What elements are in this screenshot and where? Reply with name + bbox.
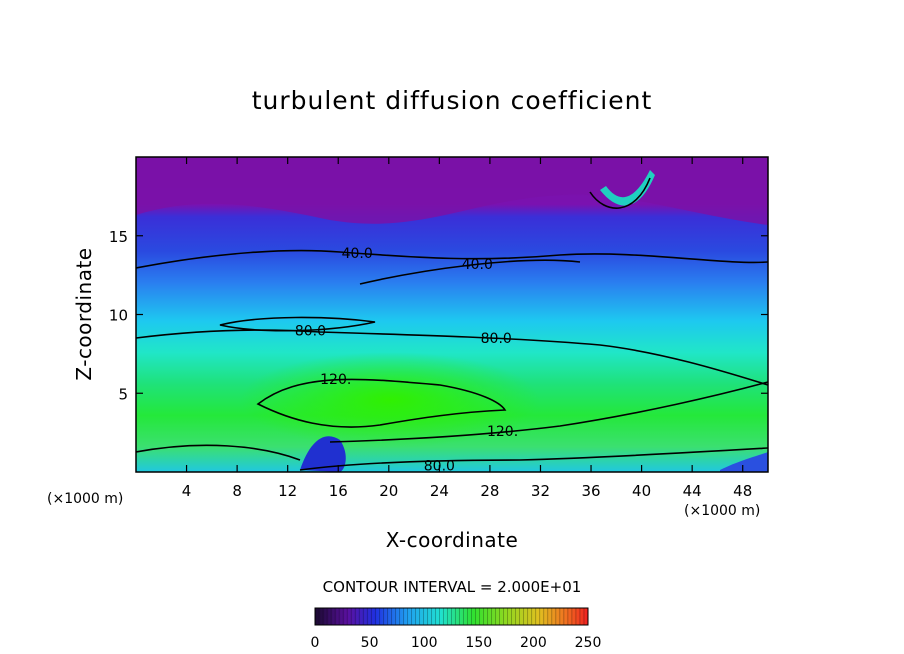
contour-lines: [136, 177, 768, 471]
surface-blue-right: [720, 452, 768, 472]
x-tick-label: 44: [683, 482, 702, 500]
contour-40-line: [136, 249, 768, 269]
colorbar-ticks: 0 50 100 150 200 250: [311, 635, 602, 651]
x-tick-label: 32: [531, 482, 550, 500]
contour-40-inner: [359, 259, 581, 285]
y-tick-label: 10: [109, 307, 128, 325]
colorbar-stripes: [318, 608, 585, 625]
contour-label: 40.0: [462, 257, 493, 273]
contour-labels: 40.0 40.0 80.0 80.0 120. 120. 80.0: [295, 246, 518, 475]
x-tick-label: 8: [232, 482, 242, 500]
contour-120-loop: [256, 378, 507, 428]
contour-label: 120.: [320, 372, 351, 388]
colorbar-tick-label: 200: [520, 635, 547, 651]
y-axis-label: Z-coordinate: [72, 247, 96, 381]
upper-purple-band: [136, 157, 768, 225]
contour-80-line: [136, 329, 768, 386]
x-unit-left: (×1000 m): [47, 491, 124, 507]
y-tick-label: 5: [118, 385, 128, 403]
y-tick-label: 15: [109, 228, 128, 246]
colorbar-tick-label: 250: [575, 635, 602, 651]
x-tick-label: 12: [278, 482, 297, 500]
surface-blue-feature: [300, 436, 346, 472]
x-tick-label: 48: [733, 482, 752, 500]
x-axis-label: X-coordinate: [385, 528, 519, 552]
contour-100-left: [136, 444, 301, 461]
contour-120-line: [329, 381, 768, 443]
colorbar-tick-label: 0: [311, 635, 320, 651]
x-tick-label: 20: [379, 482, 398, 500]
x-tick-label: 4: [182, 482, 192, 500]
contour-label: 40.0: [342, 246, 373, 262]
x-tick-label: 24: [430, 482, 449, 500]
x-axis-ticks: 4 8 12 16 20 24 28 32 36 40 44 48: [182, 157, 752, 500]
x-tick-label: 36: [581, 482, 600, 500]
contour-label: 80.0: [424, 459, 455, 475]
contour-80-island: [219, 316, 376, 332]
contour-80-lower: [299, 447, 768, 471]
contour-upper-arc: [589, 177, 651, 209]
chart-title: turbulent diffusion coefficient: [251, 86, 653, 115]
colorbar-tick-label: 150: [465, 635, 492, 651]
colorbar-tick-label: 50: [361, 635, 379, 651]
x-unit-right: (×1000 m): [684, 503, 761, 519]
upper-cyan-feature: [600, 170, 655, 206]
contour-label: 120.: [487, 424, 518, 440]
contour-interval-text: CONTOUR INTERVAL = 2.000E+01: [322, 578, 582, 596]
x-tick-label: 40: [632, 482, 651, 500]
field-layer: [136, 157, 768, 472]
x-tick-label: 16: [329, 482, 348, 500]
y-axis-ticks: 5 10 15: [109, 228, 768, 403]
colorbar-tick-label: 100: [411, 635, 438, 651]
contour-label: 80.0: [295, 323, 326, 339]
x-tick-label: 28: [480, 482, 499, 500]
contour-label: 80.0: [481, 331, 512, 347]
